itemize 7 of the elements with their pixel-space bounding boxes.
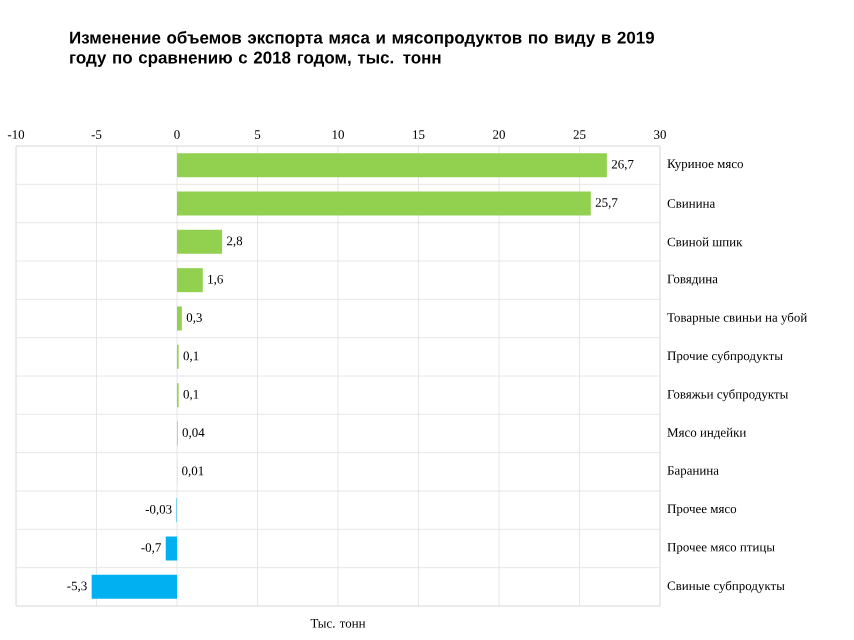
chart-title: Изменение объемов экспорта мяса и мясопродуктов по виду в 2019 году по сравнению с 2018 годом, тыс. тонн <box>70 31 654 67</box>
bar <box>177 191 591 216</box>
bar <box>91 574 177 599</box>
bar <box>177 153 607 178</box>
bar <box>177 268 203 293</box>
bar <box>177 229 223 254</box>
bar <box>165 536 177 561</box>
